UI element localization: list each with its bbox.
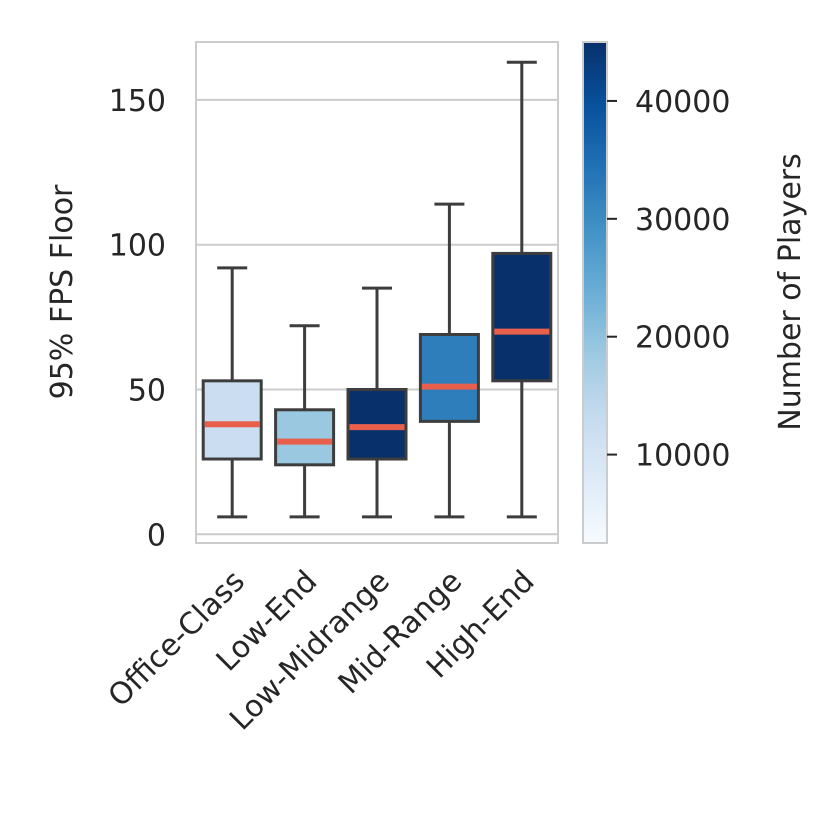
y-axis-ticks: 0 50 100 150 <box>109 84 166 553</box>
box-iqr <box>201 379 263 461</box>
box-iqr <box>491 251 553 383</box>
colorbar-tick-label: 30000 <box>635 203 730 238</box>
box-iqr <box>418 332 480 423</box>
colorbar-tick-label: 40000 <box>635 85 730 120</box>
colorbar-tick-label: 20000 <box>635 321 730 356</box>
colorbar-tick-label: 10000 <box>635 439 730 474</box>
y-tick-label: 100 <box>109 229 166 264</box>
colorbar-title: Number of Players <box>773 153 808 431</box>
box-iqr <box>274 408 336 467</box>
box-low-midrange <box>346 286 408 519</box>
box-plot-series <box>201 60 553 519</box>
y-tick-label: 0 <box>147 518 166 553</box>
box-office-class <box>201 266 263 519</box>
box-mid-range <box>418 202 480 519</box>
box-low-end <box>274 324 336 519</box>
y-tick-label: 50 <box>128 374 166 409</box>
y-axis-title: 95% FPS Floor <box>45 184 80 399</box>
y-tick-label: 150 <box>109 84 166 119</box>
x-axis-ticks: Office-ClassLow-EndLow-MidrangeMid-Range… <box>102 564 542 738</box>
colorbar: 10000 20000 30000 40000 <box>582 41 730 544</box>
colorbar-scale <box>582 41 608 544</box>
box-high-end <box>491 60 553 519</box>
